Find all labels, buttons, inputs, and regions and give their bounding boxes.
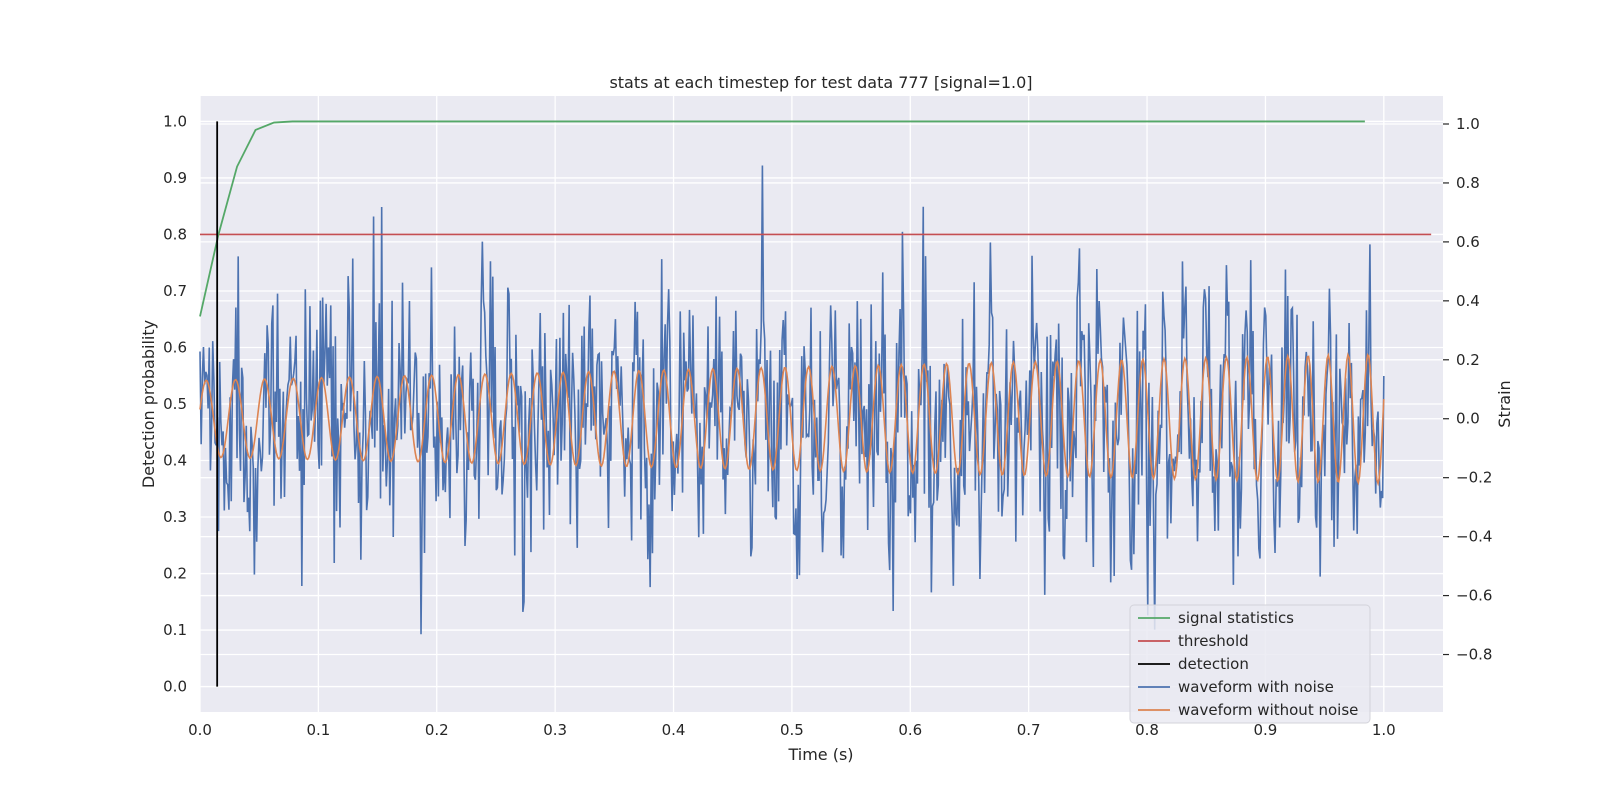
y-right-tick-label: −0.2 <box>1456 469 1492 487</box>
x-axis-label: Time (s) <box>787 745 853 764</box>
y-left-tick-label: 0.0 <box>163 678 187 696</box>
x-tick-label: 0.7 <box>1017 721 1041 739</box>
x-tick-label: 0.3 <box>543 721 567 739</box>
y-right-tick-label: 0.6 <box>1456 233 1480 251</box>
x-tick-label: 0.0 <box>188 721 212 739</box>
chart-title: stats at each timestep for test data 777… <box>609 73 1032 92</box>
y-right-tick-label: 1.0 <box>1456 115 1480 133</box>
y-right-tick-label: 0.8 <box>1456 174 1480 192</box>
legend-label: waveform with noise <box>1178 678 1334 696</box>
legend-label: waveform without noise <box>1178 701 1358 719</box>
x-tick-label: 0.8 <box>1135 721 1159 739</box>
legend-label: signal statistics <box>1178 609 1294 627</box>
legend-box <box>1129 604 1371 724</box>
y-right-tick-label: 0.2 <box>1456 351 1480 369</box>
ticks: 0.0 0.1 0.2 0.3 0.4 0.5 0.6 0.7 0.8 0.9 1.0 0.0 0.1 0… <box>163 112 1492 739</box>
x-tick-label: 0.9 <box>1253 721 1277 739</box>
legend: signal statistics threshold detection wavef… <box>1129 604 1371 724</box>
y-left-tick-label: 0.6 <box>163 338 187 356</box>
y-left-tick-label: 0.8 <box>163 225 187 243</box>
x-tick-label: 0.2 <box>425 721 449 739</box>
y-right-tick-label: −0.4 <box>1456 528 1492 546</box>
series-waveform-without-noise <box>199 352 1385 487</box>
y-right-tick-label: −0.8 <box>1456 646 1492 664</box>
y-left-tick-label: 0.5 <box>163 395 187 413</box>
y-left-tick-label: 0.4 <box>163 452 187 470</box>
y-left-tick-label: 0.3 <box>163 508 187 526</box>
x-tick-label: 0.5 <box>780 721 804 739</box>
legend-label: detection <box>1178 655 1249 673</box>
x-tick-label: 0.4 <box>662 721 686 739</box>
y-left-tick-label: 0.1 <box>163 621 187 639</box>
y-right-tick-label: 0.0 <box>1456 410 1480 428</box>
y-axis-left-label: Detection probability <box>139 320 158 488</box>
y-left-tick-label: 0.9 <box>163 169 187 187</box>
x-tick-label: 0.1 <box>306 721 330 739</box>
y-right-tick-label: −0.6 <box>1456 587 1492 605</box>
y-axis-right-label: Strain <box>1495 380 1514 427</box>
x-tick-label: 1.0 <box>1372 721 1396 739</box>
series-signal-statistics <box>199 120 1365 317</box>
series-layer <box>199 120 1432 687</box>
series-waveform-with-noise <box>199 165 1385 635</box>
y-right-tick-label: 0.4 <box>1456 292 1480 310</box>
y-left-tick-label: 0.2 <box>163 565 187 583</box>
x-tick-label: 0.6 <box>898 721 922 739</box>
y-left-tick-label: 1.0 <box>163 112 187 130</box>
legend-label: threshold <box>1178 632 1249 650</box>
y-left-tick-label: 0.7 <box>163 282 187 300</box>
